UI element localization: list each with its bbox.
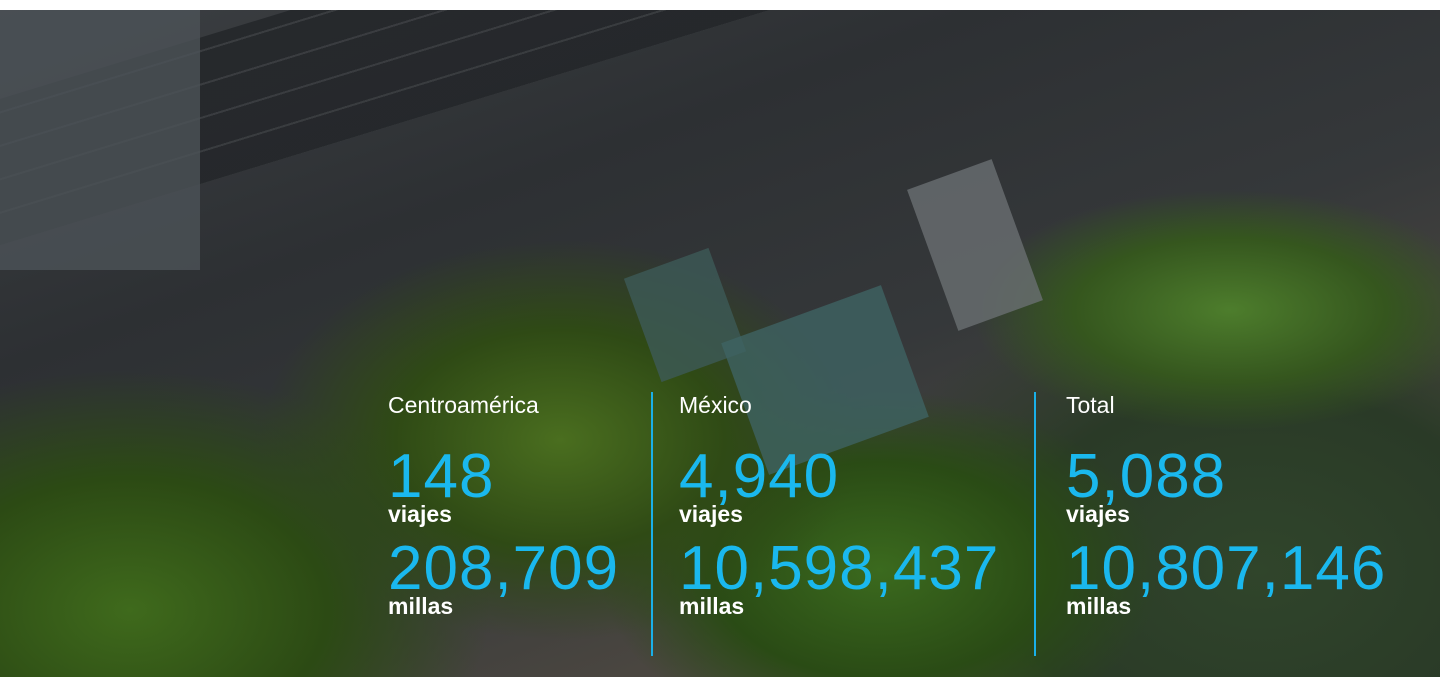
- separator: [1034, 392, 1036, 656]
- separator: [651, 392, 653, 656]
- region-label: Centroamérica: [388, 390, 619, 420]
- stat-column: México 4,940 viajes 10,598,437 millas: [679, 390, 999, 618]
- miles-value: 208,709: [388, 538, 619, 600]
- stat-column: Total 5,088 viajes 10,807,146 millas: [1066, 390, 1386, 618]
- trips-unit: viajes: [388, 502, 619, 526]
- region-label: Total: [1066, 390, 1386, 420]
- building: [0, 10, 200, 270]
- trips-value: 4,940: [679, 446, 999, 508]
- page: Centroamérica 148 viajes 208,709 millas …: [0, 0, 1440, 677]
- miles-value: 10,807,146: [1066, 538, 1386, 600]
- stat-column: Centroamérica 148 viajes 208,709 millas: [388, 390, 619, 618]
- region-label: México: [679, 390, 999, 420]
- trips-unit: viajes: [1066, 502, 1386, 526]
- trips-value: 5,088: [1066, 446, 1386, 508]
- trips-value: 148: [388, 446, 619, 508]
- miles-value: 10,598,437: [679, 538, 999, 600]
- trips-unit: viajes: [679, 502, 999, 526]
- building: [907, 159, 1043, 331]
